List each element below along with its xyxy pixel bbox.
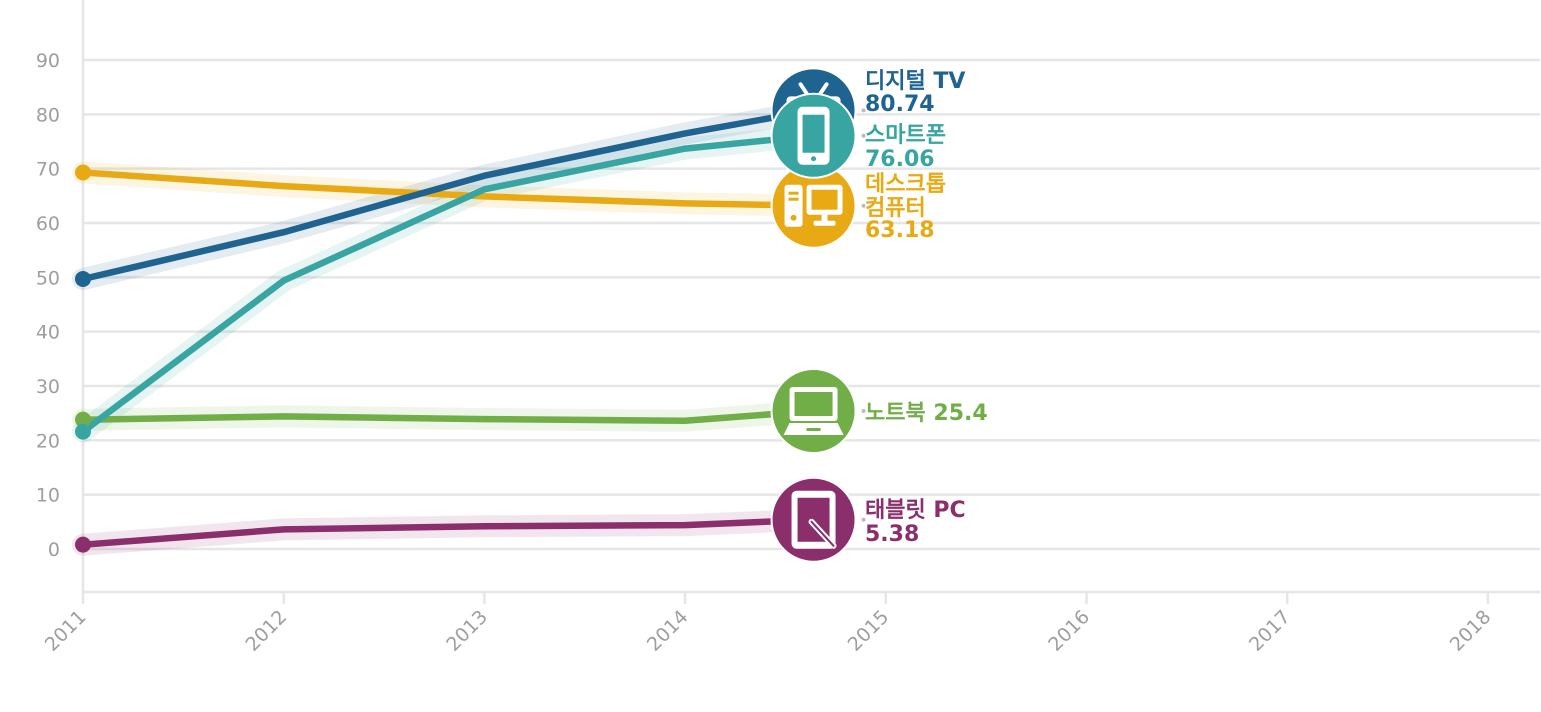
y-tick-label: 70	[36, 159, 60, 181]
series-start-point-tv	[75, 270, 91, 287]
label-connector-dot	[861, 108, 866, 113]
x-tick-label: 2018	[1446, 606, 1496, 656]
x-tick-label: 2016	[1044, 606, 1094, 656]
series-lines	[79, 107, 817, 548]
series-value-label: 63.18	[865, 218, 935, 243]
y-tick-label: 90	[36, 50, 60, 72]
series-value-label: 5.38	[865, 522, 919, 547]
label-connector-dot	[861, 203, 866, 208]
series-name-line: 태블릿 PC	[865, 498, 966, 523]
series-start-point-laptop	[75, 411, 91, 428]
x-tick-label: 2012	[241, 606, 291, 656]
series-name-line: 컴퓨터	[865, 196, 926, 221]
y-tick-label: 0	[48, 539, 60, 561]
x-tick-label: 2011	[41, 606, 91, 656]
y-tick-label: 30	[36, 376, 60, 398]
series-label-tablet: 태블릿 PC5.38	[865, 498, 966, 547]
y-tick-label: 10	[36, 485, 60, 507]
series-line-desktop	[79, 169, 817, 209]
desktop-icon	[770, 162, 857, 249]
series-markers	[75, 67, 866, 563]
series-line-smartphone	[79, 132, 817, 435]
label-connector-dot	[861, 133, 866, 138]
tablet-icon	[770, 476, 857, 563]
series-name-line: 디지털 TV	[865, 69, 965, 94]
series-start-point-desktop	[75, 164, 91, 181]
series-start-point-tablet	[75, 536, 91, 553]
series-name-line: 노트북 25.4	[865, 401, 988, 426]
series-value-label: 25.4	[933, 401, 987, 426]
x-tick-label: 2014	[643, 606, 693, 656]
y-tick-label: 80	[36, 104, 60, 126]
series-value-label: 76.06	[865, 147, 935, 172]
laptop-icon	[770, 367, 857, 454]
series-label-laptop: 노트북 25.4	[865, 401, 988, 426]
y-tick-label: 50	[36, 267, 60, 289]
label-connector-dot	[861, 517, 866, 522]
series-start-point-smartphone	[75, 423, 91, 440]
y-tick-label: 20	[36, 430, 60, 452]
series-line-tablet	[79, 516, 817, 548]
y-tick-label: 40	[36, 322, 60, 344]
series-name-line: 스마트폰	[865, 123, 946, 148]
label-connector-dot	[861, 408, 866, 413]
series-line-laptop	[79, 407, 817, 425]
y-tick-label: 60	[36, 213, 60, 235]
x-tick-label: 2017	[1245, 606, 1295, 656]
series-value-label: 80.74	[865, 92, 935, 117]
x-tick-label: 2013	[442, 606, 492, 656]
series-line-tv	[79, 107, 817, 283]
confidence-bands	[72, 99, 825, 556]
x-tick-label: 2015	[844, 606, 894, 656]
series-name-line: 데스크톱	[865, 172, 946, 197]
smartphone-icon	[770, 92, 857, 179]
